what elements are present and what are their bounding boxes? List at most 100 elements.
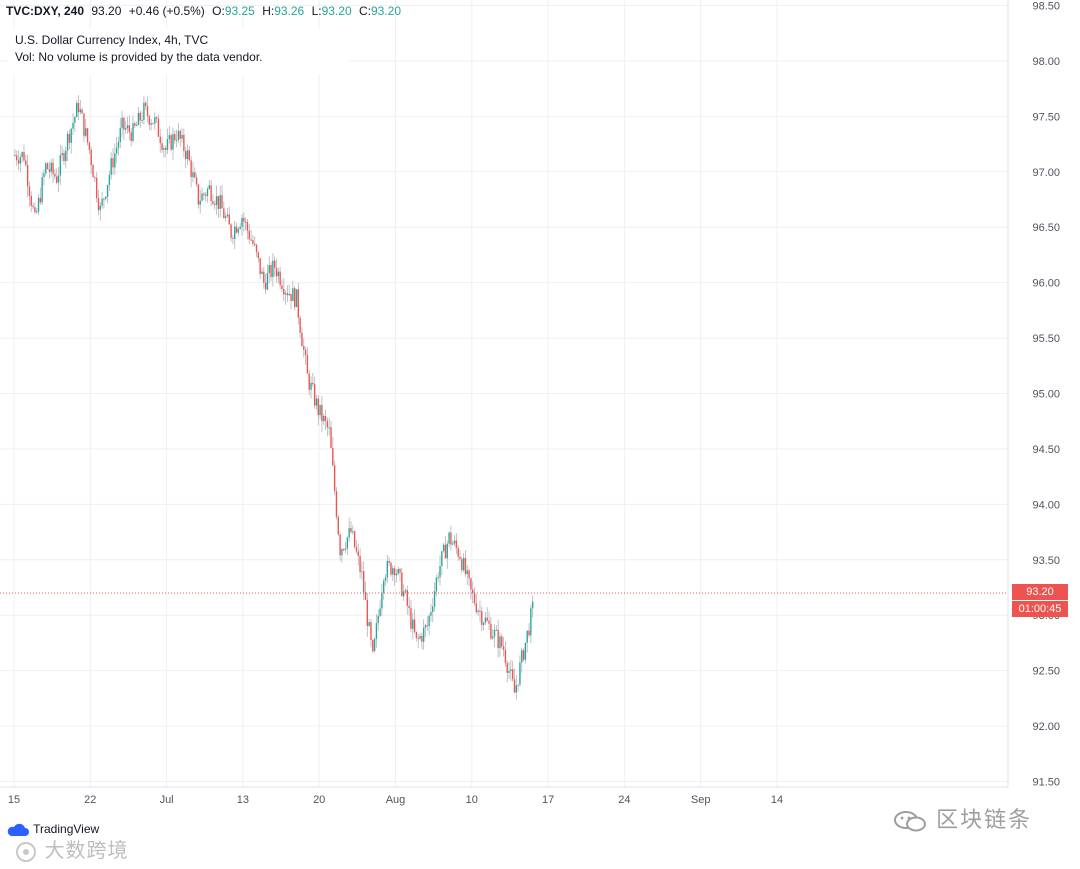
symbol-label[interactable]: TVC:DXY, 240	[6, 4, 85, 18]
candle-body	[72, 122, 74, 129]
price-tick-label: 94.50	[1032, 444, 1060, 456]
candle	[344, 541, 347, 554]
candle	[323, 413, 325, 426]
candle-body	[25, 160, 27, 166]
candle	[266, 264, 269, 291]
candle-body	[501, 636, 503, 647]
current-price-tag: 93.20	[1012, 584, 1068, 600]
candle-body	[350, 528, 352, 533]
candle-body	[172, 134, 174, 150]
candle-body	[348, 528, 350, 538]
candle-body	[401, 572, 403, 597]
tradingview-brand[interactable]: TradingView	[6, 820, 99, 838]
price-tick-label: 94.00	[1032, 499, 1060, 511]
candle-body	[250, 239, 252, 241]
candle	[203, 191, 205, 201]
price-tick-label: 95.50	[1032, 333, 1060, 345]
low-label: L:	[311, 4, 322, 18]
candle-body	[41, 177, 43, 203]
candle	[373, 637, 376, 653]
candle	[250, 229, 252, 242]
candle	[301, 327, 303, 347]
chart-title[interactable]: U.S. Dollar Currency Index, 4h, TVC	[15, 33, 209, 47]
candle-body	[317, 398, 319, 416]
candle	[252, 235, 254, 247]
candle-body	[384, 577, 387, 581]
candle	[119, 118, 121, 149]
candle	[335, 487, 338, 520]
candle	[444, 535, 447, 559]
candle-body	[419, 635, 421, 639]
candle	[501, 633, 503, 649]
candle-body	[52, 162, 54, 174]
candle-body	[488, 620, 490, 624]
candle-body	[441, 551, 443, 566]
candle	[28, 181, 31, 207]
candle	[192, 162, 194, 183]
candle-body	[303, 346, 305, 350]
candle	[452, 540, 454, 546]
candle	[239, 223, 241, 230]
candle-body	[277, 271, 280, 277]
candle	[183, 128, 185, 158]
candle	[139, 110, 141, 128]
high-label: H:	[262, 4, 275, 18]
candle	[333, 460, 336, 496]
candle-body	[481, 611, 483, 626]
candle	[410, 599, 412, 632]
candle-body	[370, 622, 372, 640]
candle	[146, 96, 149, 123]
candle	[201, 187, 203, 202]
candle	[264, 274, 267, 295]
candle-body	[148, 116, 151, 125]
candle	[110, 152, 112, 180]
candle-body	[155, 117, 158, 119]
candle-body	[402, 591, 405, 597]
candle-body	[355, 547, 358, 552]
candle-body	[139, 112, 141, 121]
candle	[386, 554, 389, 584]
candle	[324, 409, 327, 430]
candle-body	[521, 650, 523, 663]
candle-body	[392, 568, 394, 575]
candle	[72, 113, 74, 136]
candle-body	[94, 177, 96, 179]
candle-body	[255, 244, 258, 253]
candle-body	[383, 580, 385, 593]
candle	[197, 183, 200, 209]
candle	[388, 557, 390, 567]
candle-body	[85, 128, 87, 136]
candle	[486, 607, 488, 622]
candle-body	[192, 172, 194, 178]
candle	[184, 146, 187, 169]
candle-body	[63, 153, 65, 161]
candle	[348, 517, 350, 542]
candle	[177, 123, 180, 143]
candle-body	[513, 679, 516, 693]
candle	[530, 604, 532, 644]
candle-body	[337, 516, 339, 535]
candle-body	[517, 684, 519, 686]
candle	[86, 127, 89, 146]
candle	[484, 611, 487, 626]
candle	[190, 156, 192, 188]
candle-body	[70, 128, 72, 143]
candle-body	[312, 382, 314, 385]
candle-body	[377, 615, 379, 624]
candle-body	[181, 134, 183, 139]
candle	[490, 616, 492, 640]
price-axis: 98.50 98.00 97.50 97.00 96.50 96.00 95.50 95.00…	[1032, 1, 1060, 789]
candle-body	[126, 125, 129, 129]
candle-body	[232, 237, 234, 239]
candle	[315, 394, 318, 410]
candle	[141, 111, 143, 124]
candle-body	[515, 685, 517, 693]
candle-body	[284, 293, 287, 295]
candle-body	[61, 153, 63, 156]
candle	[52, 157, 54, 184]
candle	[121, 110, 123, 138]
candle	[308, 369, 310, 396]
candle-body	[79, 109, 81, 113]
watermark-left: 大数跨境	[14, 834, 129, 863]
